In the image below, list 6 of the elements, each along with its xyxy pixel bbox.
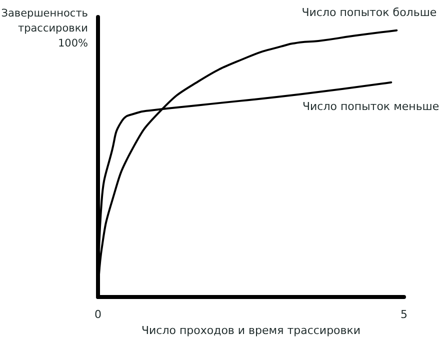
y-axis-title: Завершенность трассировки 100% [1, 8, 88, 50]
series-label: Число попыток меньше [302, 100, 440, 113]
series-label: Число попыток больше [302, 6, 437, 19]
x-tick-label: 0 [94, 308, 102, 321]
x-tick-label: 5 [400, 308, 408, 321]
x-axis-title: Число проходов и время трассировки [141, 324, 361, 337]
